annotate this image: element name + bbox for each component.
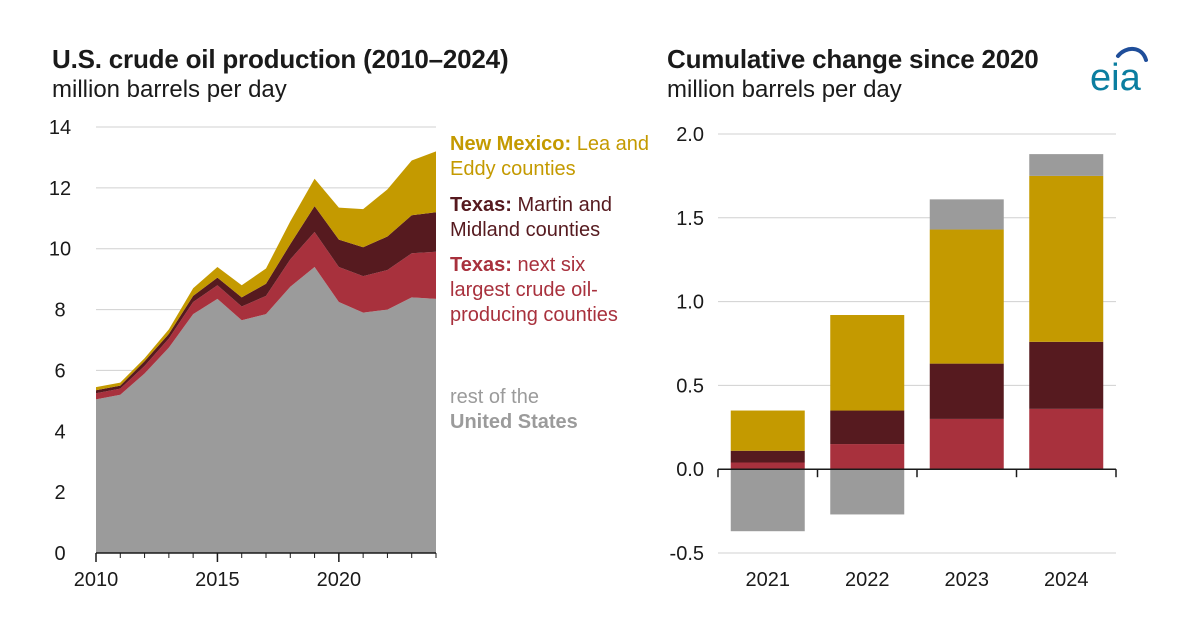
eia-logo-text: eia [1090,57,1142,96]
area-y-tick-label: 14 [49,117,71,139]
bar-new_mexico [830,315,905,411]
legend-six-counties: Texas: next six largest crude oil-produc… [450,253,650,328]
bar-y-tick-label: -0.5 [670,543,704,565]
bar-x-tick-label: 2021 [746,569,791,591]
legend-martin-midland: Texas: Martin and Midland counties [450,193,650,243]
left-chart-subtitle: million barrels per day [52,76,287,103]
area-y-tick-label: 10 [49,239,71,261]
bar-y-tick-label: 0.5 [676,375,704,397]
area-chart-layers [96,151,436,553]
bar-x-tick-label: 2024 [1044,569,1089,591]
bar-y-tick-label: 1.5 [676,208,704,230]
bar-new_mexico [929,229,1004,364]
area-x-tick-label: 2020 [317,569,362,591]
legend-rest-of-us-text: rest of the [450,386,539,408]
area-series-martin_midland [96,206,436,394]
bar-rest [730,469,805,532]
bar-x-tick-label: 2023 [945,569,990,591]
legend-martin-midland-text: Martin and Midland counties [450,194,612,241]
legend-rest-of-us: rest of the United States [450,385,630,435]
area-y-tick-label: 0 [54,543,65,565]
bar-martin_midland [830,410,905,445]
bar-six [1029,408,1104,470]
bar-x-tick-label: 2022 [845,569,890,591]
legend-rest-of-us-bold: United States [450,411,578,433]
area-y-tick-label: 6 [54,360,65,382]
bar-rest [929,199,1004,230]
bar-chart-bars [730,154,1104,532]
bar-six [929,418,1004,470]
bar-rest [830,469,905,515]
area-x-tick-label: 2010 [74,569,119,591]
right-chart-title: Cumulative change since 2020 [667,44,1039,74]
bar-six [830,444,905,470]
bar-y-tick-label: 2.0 [676,124,704,146]
eia-logo-swoosh [1116,47,1148,62]
eia-logo: eia [1090,47,1148,96]
bar-y-tick-label: 1.0 [676,292,704,314]
right-chart-subtitle: million barrels per day [667,76,902,103]
bar-rest [1029,154,1104,176]
area-series-new_mexico [96,151,436,391]
area-y-tick-label: 12 [49,178,71,200]
left-chart-title: U.S. crude oil production (2010–2024) [52,44,509,74]
legend-new-mexico-text: Lea and Eddy counties [450,133,650,180]
bar-martin_midland [929,363,1004,419]
area-y-tick-label: 8 [54,300,65,322]
bar-martin_midland [1029,341,1104,409]
legend-new-mexico-bold: New Mexico: [450,133,572,155]
legend-six-counties-text: next six largest crude oil-producing cou… [450,254,618,326]
legend-martin-midland-bold: Texas: [450,194,512,216]
legend-new-mexico: New Mexico: Lea and Eddy counties [450,132,650,182]
area-x-tick-label: 2015 [195,569,240,591]
area-chart-axes: 0 2 4 6 8 10 12 14 2010 2015 2020 [49,117,437,591]
legend-six-counties-bold: Texas: [450,254,512,276]
bar-y-tick-label: 0.0 [676,459,704,481]
area-y-tick-label: 2 [54,482,65,504]
bar-martin_midland [730,450,805,463]
bar-new_mexico [730,410,805,451]
bar-new_mexico [1029,175,1104,342]
area-series-rest [96,266,436,553]
bar-chart-axes: -0.5 0.0 0.5 1.0 1.5 2.0 2021 2022 2023 2024 [670,124,1117,591]
area-y-tick-label: 4 [54,421,65,443]
bar-six [730,462,805,470]
area-series-six [96,231,436,400]
